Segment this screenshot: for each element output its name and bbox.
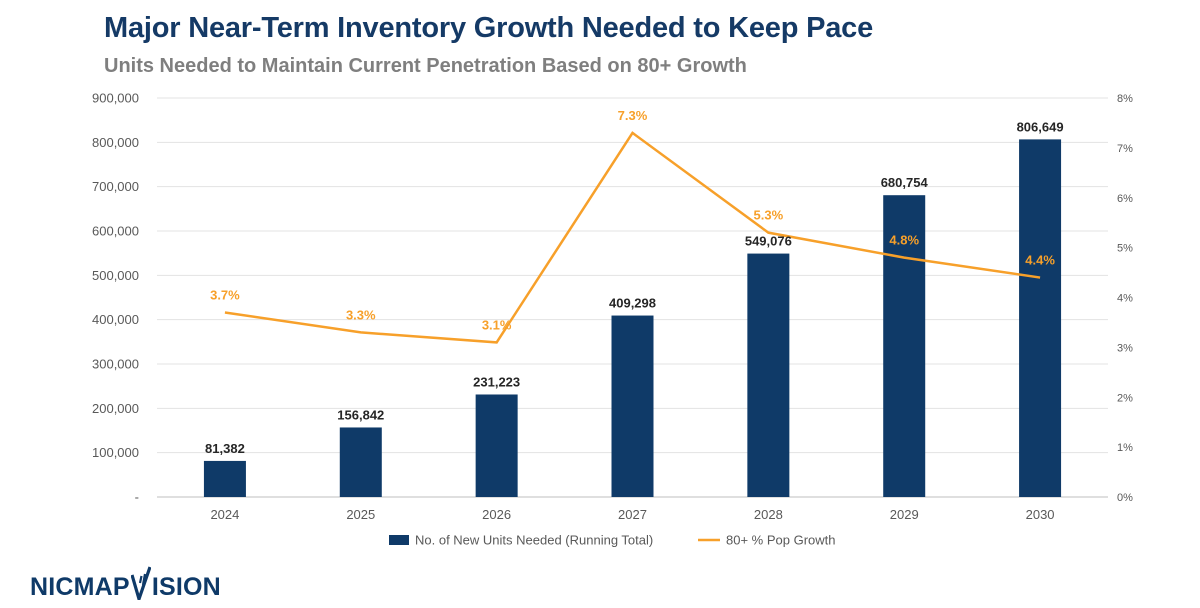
chart-title: Major Near-Term Inventory Growth Needed … bbox=[104, 12, 874, 44]
y-right-tick-label: 5% bbox=[1117, 243, 1133, 255]
bar-units-needed bbox=[747, 253, 790, 497]
y-right-tick-label: 6% bbox=[1117, 193, 1133, 205]
y-right-tick-label: 3% bbox=[1117, 342, 1133, 354]
bar-data-label: 409,298 bbox=[609, 296, 656, 311]
y-right-tick-label: 4% bbox=[1117, 293, 1133, 305]
y-left-tick-label: 800,000 bbox=[92, 135, 139, 150]
y-left-tick-label: 200,000 bbox=[92, 401, 139, 416]
chart-subtitle: Units Needed to Maintain Current Penetra… bbox=[104, 55, 747, 77]
bar-units-needed bbox=[883, 195, 926, 497]
bar-units-needed bbox=[475, 394, 518, 497]
line-data-label: 7.3% bbox=[618, 108, 648, 123]
x-tick-label: 2028 bbox=[754, 507, 783, 522]
bar-data-label: 806,649 bbox=[1017, 119, 1064, 134]
y-left-tick-label: 400,000 bbox=[92, 312, 139, 327]
line-data-label: 3.3% bbox=[346, 307, 376, 322]
nic-map-vision-logo: NICMAP ISION bbox=[30, 566, 221, 600]
y-left-tick-label: 100,000 bbox=[92, 445, 139, 460]
line-pop-growth bbox=[224, 131, 1041, 344]
x-tick-label: 2026 bbox=[482, 507, 511, 522]
legend-bar-swatch bbox=[389, 535, 409, 545]
legend-label-units: No. of New Units Needed (Running Total) bbox=[415, 533, 653, 548]
bar-units-needed bbox=[1019, 139, 1062, 497]
line-data-label: 4.4% bbox=[1025, 253, 1055, 268]
bar-data-label: 680,754 bbox=[881, 175, 929, 190]
x-tick-label: 2025 bbox=[346, 507, 375, 522]
y-left-tick-label: 600,000 bbox=[92, 224, 139, 239]
bar-units-needed bbox=[611, 315, 654, 497]
y-right-tick-label: 8% bbox=[1117, 93, 1133, 105]
bar-data-label: 231,223 bbox=[473, 374, 520, 389]
legend-label-growth: 80+ % Pop Growth bbox=[726, 533, 835, 548]
y-left-tick-label: 900,000 bbox=[92, 91, 139, 106]
y-right-tick-label: 7% bbox=[1117, 143, 1133, 155]
logo-text-ision: ISION bbox=[151, 573, 221, 601]
y-right-tick-label: 1% bbox=[1117, 442, 1133, 454]
x-tick-label: 2024 bbox=[210, 507, 239, 522]
y-left-tick-label: 500,000 bbox=[92, 268, 139, 283]
y-left-tick-label: 300,000 bbox=[92, 357, 139, 372]
line-data-label: 5.3% bbox=[754, 208, 784, 223]
y-right-tick-label: 0% bbox=[1117, 492, 1133, 504]
y-right-tick-label: 2% bbox=[1117, 392, 1133, 404]
line-data-label: 3.7% bbox=[210, 287, 240, 302]
x-tick-label: 2030 bbox=[1026, 507, 1055, 522]
bar-units-needed bbox=[203, 460, 246, 497]
line-data-label: 3.1% bbox=[482, 317, 512, 332]
y-left-tick-label: - bbox=[135, 490, 139, 505]
bar-data-label: 81,382 bbox=[205, 441, 245, 456]
bar-data-label: 156,842 bbox=[337, 407, 384, 422]
bar-data-label: 549,076 bbox=[745, 234, 792, 249]
x-tick-label: 2027 bbox=[618, 507, 647, 522]
line-data-label: 4.8% bbox=[889, 233, 919, 248]
bar-units-needed bbox=[339, 427, 382, 497]
x-tick-label: 2029 bbox=[890, 507, 919, 522]
y-left-tick-label: 700,000 bbox=[92, 179, 139, 194]
logo-text-nicmap: NICMAP bbox=[30, 573, 130, 601]
logo-v-mark-icon bbox=[130, 566, 151, 600]
